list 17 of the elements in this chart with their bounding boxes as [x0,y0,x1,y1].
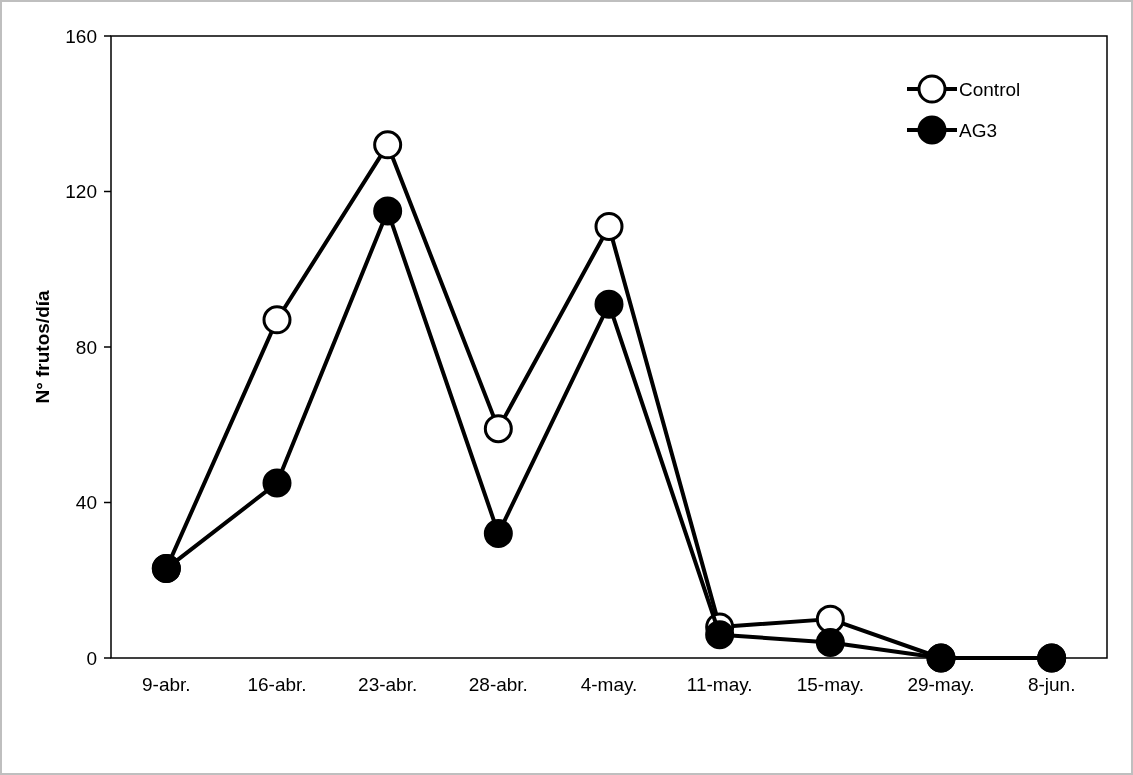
x-tick-label: 23-abr. [358,674,418,695]
y-axis-title: N° frutos/día [32,289,53,404]
x-tick-label: 4-may. [580,674,638,695]
y-tick-label: 120 [65,181,97,203]
x-tick-label: 28-abr. [468,674,528,695]
legend-label: AG3 [959,119,998,141]
x-tick-label: 15-may. [796,674,864,695]
y-tick-label: 160 [65,25,97,47]
x-tick-label: 16-abr. [247,674,307,695]
legend-label: Control [959,78,1021,100]
x-tick-label: 11-may. [686,674,753,695]
x-tick-label: 9-abr. [142,674,191,695]
y-tick-label: 40 [75,492,97,514]
x-tick-label: 29-may. [907,674,975,695]
x-tick-label: 8-jun. [1027,674,1076,695]
y-tick-label: 0 [86,647,97,669]
y-tick-label: 80 [75,336,97,358]
